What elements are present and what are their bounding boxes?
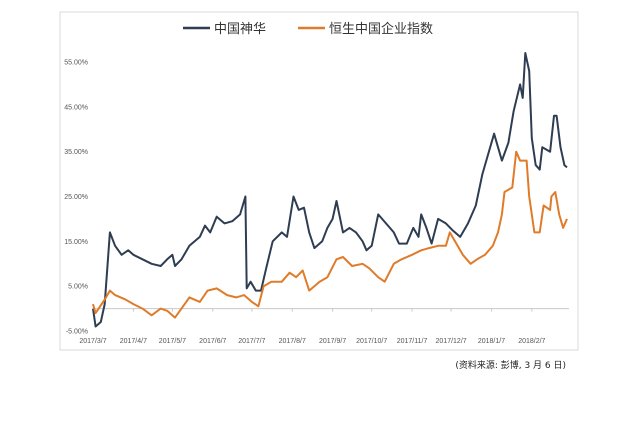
x-axis: 2017/3/7 2017/4/7 2017/5/7 2017/6/7 2017/7/7…: [79, 308, 546, 345]
x-tick-label: 2017/6/7: [199, 338, 226, 345]
y-tick-label: 25.00%: [64, 194, 88, 201]
y-tick-label: 5.00%: [68, 284, 88, 291]
x-tick-label: 2017/10/7: [356, 338, 387, 345]
chart-frame: [59, 11, 579, 351]
x-tick-label: 2017/7/7: [238, 338, 265, 345]
x-tick-label: 2017/8/7: [279, 338, 306, 345]
legend-label-series-0: 中国神华: [214, 22, 266, 37]
y-tick-label: 45.00%: [64, 104, 88, 111]
y-tick-label: 35.00%: [64, 149, 88, 156]
source-note: (资料来源: 彭博, 3 月 6 日): [455, 359, 566, 371]
legend-label-series-1: 恒生中国企业指数: [329, 21, 433, 37]
y-tick-label: -5.00%: [66, 329, 88, 336]
series-line-1: [92, 150, 568, 319]
x-tick-label: 2018/1/7: [478, 338, 505, 345]
y-tick-label: 15.00%: [64, 239, 88, 246]
legend: 中国神华 恒生中国企业指数: [183, 21, 433, 37]
x-tick-label: 2017/3/7: [79, 338, 106, 345]
x-tick-label: 2017/4/7: [120, 338, 147, 345]
x-tick-label: 2018/2/7: [518, 338, 545, 345]
x-tick-label: 2017/11/7: [397, 338, 428, 345]
x-tick-label: 2017/12/7: [436, 338, 467, 345]
y-axis: 55.00% 45.00% 35.00% 25.00% 15.00% 5.00% -5.00…: [64, 60, 88, 336]
x-tick-label: 2017/9/7: [319, 338, 346, 345]
y-tick-label: 55.00%: [64, 60, 88, 67]
series-line-0: [92, 52, 568, 328]
x-tick-label: 2017/5/7: [159, 338, 186, 345]
series-lines: [92, 52, 568, 328]
